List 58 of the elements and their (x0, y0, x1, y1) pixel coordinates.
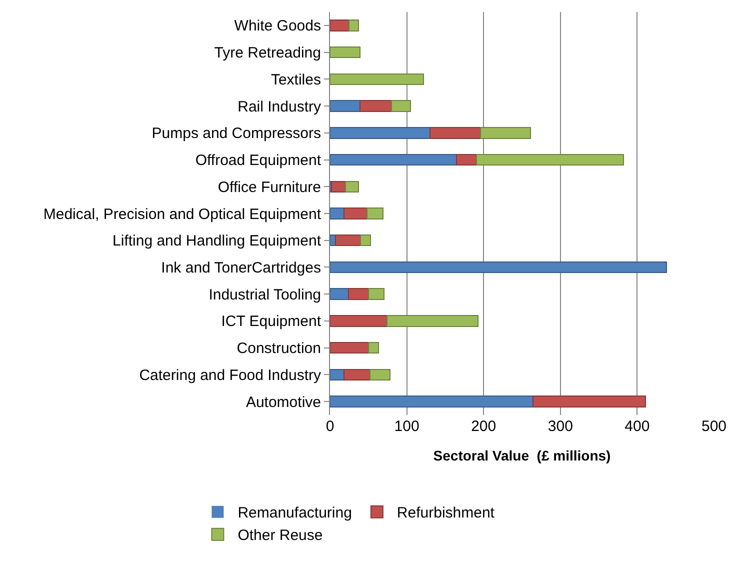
y-tick-label: Catering and Food Industry (139, 366, 322, 384)
bar (330, 396, 534, 408)
bar (330, 342, 369, 354)
x-tick-label: 400 (624, 418, 650, 435)
bar (330, 127, 430, 139)
bar (330, 288, 349, 300)
y-tick-label: Medical, Precision and Optical Equipment (43, 206, 322, 223)
bar (532, 396, 646, 408)
bar (368, 288, 384, 300)
bar (386, 315, 479, 327)
bar (330, 20, 350, 32)
bar (480, 127, 531, 139)
bar (348, 20, 359, 32)
y-tick-label: Ink and TonerCartridges (161, 259, 321, 276)
y-tick-label: Offroad Equipment (195, 152, 322, 170)
bar (334, 234, 362, 246)
bar (368, 342, 379, 354)
bar (343, 208, 368, 220)
y-tick-label: Rail Industry (238, 98, 322, 116)
bar (331, 180, 346, 193)
bar (360, 234, 372, 246)
bar (330, 315, 388, 327)
x-tick-label: 300 (548, 418, 573, 435)
legend-label: Remanufacturing (238, 504, 352, 522)
y-tick-label: Construction (236, 340, 321, 358)
bar (456, 154, 478, 166)
bar (330, 46, 360, 58)
bar (476, 154, 624, 166)
bar (366, 208, 384, 220)
y-tick-label: Pumps and Compressors (152, 125, 321, 142)
x-tick-label: 100 (394, 418, 420, 435)
y-tick-label: Tyre Retreading (214, 44, 321, 62)
bar (348, 288, 369, 300)
bar (429, 127, 482, 139)
bar (330, 208, 344, 220)
bar (343, 368, 370, 381)
bar (330, 368, 344, 381)
y-tick-label: White Goods (234, 18, 321, 35)
y-tick-label: Lifting and Handling Equipment (112, 232, 322, 250)
bar (330, 73, 424, 86)
x-tick-label: 0 (326, 418, 334, 435)
y-tick-label: Office Furniture (218, 178, 321, 196)
bar (390, 100, 412, 112)
y-tick-label: Automotive (246, 394, 321, 411)
legend-label: Other Reuse (238, 527, 323, 544)
legend-label: Refurbishment (396, 504, 496, 522)
y-tick-label: Textiles (270, 71, 321, 88)
x-tick-label: 500 (701, 418, 727, 435)
bar (330, 261, 667, 274)
y-tick-label: ICT Equipment (221, 313, 322, 330)
bar (344, 180, 359, 193)
y-tick-label: Industrial Tooling (208, 286, 321, 304)
x-axis-title: Sectoral Value (£ millions) (433, 447, 611, 464)
x-tick-label: 200 (471, 418, 496, 435)
bar (359, 100, 392, 112)
bar (369, 368, 390, 381)
bar (330, 154, 458, 166)
bar (330, 100, 360, 112)
